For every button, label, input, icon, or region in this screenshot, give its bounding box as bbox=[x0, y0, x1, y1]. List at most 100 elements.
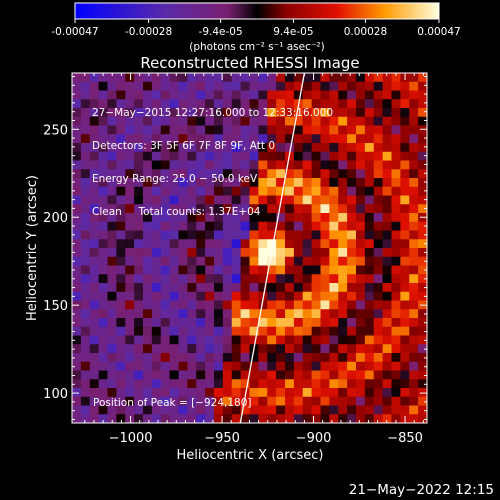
heatmap-cell bbox=[143, 160, 153, 170]
heatmap-cell bbox=[249, 90, 259, 100]
heatmap-cell bbox=[373, 186, 384, 196]
heatmap-cell bbox=[267, 370, 277, 380]
heatmap-cell bbox=[267, 213, 277, 223]
heatmap-cell bbox=[373, 116, 384, 126]
heatmap-cell bbox=[80, 108, 91, 118]
heatmap-cell bbox=[107, 388, 117, 398]
heatmap-cell bbox=[356, 265, 366, 275]
heatmap-cell bbox=[178, 361, 188, 371]
heatmap-cell bbox=[151, 239, 162, 249]
heatmap-cell bbox=[293, 309, 304, 319]
heatmap-cell bbox=[231, 169, 242, 179]
heatmap-cell bbox=[107, 213, 117, 223]
heatmap-cell bbox=[258, 344, 268, 354]
heatmap-cell bbox=[107, 116, 117, 126]
heatmap-cell bbox=[293, 195, 304, 205]
heatmap-cell bbox=[329, 90, 339, 100]
heatmap-cell bbox=[293, 134, 304, 144]
heatmap-cell bbox=[347, 160, 357, 170]
heatmap-cell bbox=[187, 108, 197, 118]
heatmap-cell bbox=[72, 414, 82, 423]
heatmap-cell bbox=[302, 239, 313, 249]
heatmap-cell bbox=[240, 405, 250, 415]
heatmap-cell bbox=[329, 344, 339, 354]
heatmap-cell bbox=[125, 221, 135, 231]
heatmap-cell bbox=[347, 90, 357, 100]
heatmap-cell bbox=[400, 90, 410, 100]
heatmap-cell bbox=[231, 99, 242, 109]
heatmap-cell bbox=[107, 151, 117, 161]
heatmap-cell bbox=[116, 143, 126, 153]
heatmap-cell bbox=[320, 396, 330, 406]
heatmap-cell bbox=[267, 151, 277, 161]
heatmap-cell bbox=[391, 230, 401, 240]
heatmap-cell bbox=[240, 326, 250, 336]
heatmap-cell bbox=[134, 116, 144, 126]
heatmap-cell bbox=[293, 379, 304, 389]
heatmap-cell bbox=[400, 326, 410, 336]
heatmap-cell bbox=[347, 195, 357, 205]
heatmap-cell bbox=[134, 396, 144, 406]
heatmap-cell bbox=[338, 99, 348, 109]
heatmap-cell bbox=[356, 213, 366, 223]
heatmap-cell bbox=[160, 99, 171, 109]
heatmap-cell bbox=[125, 388, 135, 398]
heatmap-cell bbox=[276, 178, 286, 188]
heatmap-cell bbox=[382, 143, 392, 153]
heatmap-cell bbox=[267, 195, 277, 205]
heatmap-cell bbox=[364, 291, 375, 301]
heatmap-cell bbox=[205, 73, 215, 83]
heatmap-cell bbox=[409, 361, 419, 371]
heatmap-cell bbox=[169, 309, 179, 319]
heatmap-cell bbox=[89, 81, 100, 91]
heatmap-cell bbox=[80, 388, 91, 398]
heatmap-cell bbox=[364, 230, 375, 240]
heatmap-cell bbox=[205, 239, 215, 249]
heatmap-cell bbox=[80, 370, 91, 380]
heatmap-cell bbox=[400, 248, 410, 258]
heatmap-cell bbox=[382, 230, 392, 240]
heatmap-cell bbox=[338, 143, 348, 153]
heatmap-cell bbox=[222, 116, 233, 126]
heatmap-cell bbox=[80, 414, 91, 423]
heatmap-cell bbox=[311, 160, 321, 170]
heatmap-cell bbox=[89, 99, 100, 109]
heatmap-cell bbox=[89, 300, 100, 310]
heatmap-cell bbox=[391, 256, 401, 266]
heatmap-cell bbox=[240, 274, 250, 284]
heatmap-cell bbox=[285, 414, 295, 423]
heatmap-cell bbox=[72, 81, 82, 91]
heatmap-cell bbox=[329, 248, 339, 258]
heatmap-cell bbox=[222, 90, 233, 100]
heatmap-cell bbox=[418, 73, 427, 83]
heatmap-cell bbox=[125, 239, 135, 249]
heatmap-cell bbox=[107, 309, 117, 319]
heatmap-cell bbox=[356, 108, 366, 118]
heatmap-cell bbox=[382, 335, 392, 345]
heatmap-cell bbox=[302, 335, 313, 345]
heatmap-cell bbox=[364, 265, 375, 275]
heatmap-cell bbox=[382, 169, 392, 179]
heatmap-cell bbox=[231, 143, 242, 153]
heatmap-cell bbox=[311, 414, 321, 423]
heatmap-cell bbox=[293, 186, 304, 196]
heatmap-cell bbox=[196, 274, 206, 284]
heatmap-cell bbox=[258, 274, 268, 284]
heatmap-cell bbox=[364, 283, 375, 293]
heatmap-cell bbox=[391, 178, 401, 188]
heatmap-cell bbox=[187, 370, 197, 380]
heatmap-cell bbox=[320, 283, 330, 293]
heatmap-cell bbox=[418, 239, 427, 249]
heatmap-cell bbox=[409, 239, 419, 249]
heatmap-cell bbox=[311, 116, 321, 126]
heatmap-cell bbox=[125, 116, 135, 126]
heatmap-cell bbox=[320, 230, 330, 240]
heatmap-cell bbox=[373, 318, 384, 328]
heatmap-cell bbox=[98, 388, 108, 398]
heatmap-cell bbox=[80, 178, 91, 188]
heatmap-cell bbox=[302, 405, 313, 415]
heatmap-cell bbox=[80, 239, 91, 249]
heatmap-cell bbox=[160, 178, 171, 188]
heatmap-cell bbox=[151, 265, 162, 275]
heatmap-cell bbox=[187, 396, 197, 406]
